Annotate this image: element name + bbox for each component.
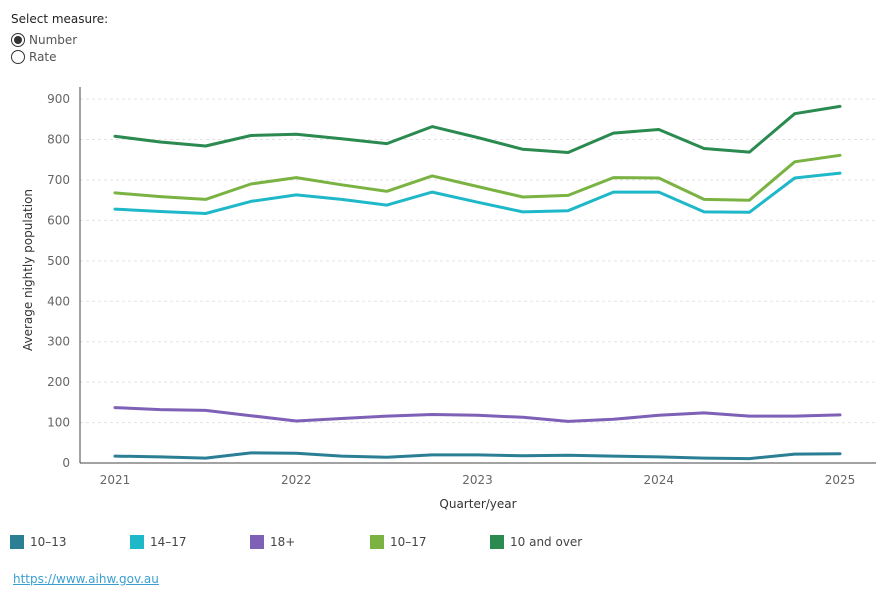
y-axis-title: Average nightly population bbox=[21, 189, 35, 351]
y-tick-label: 900 bbox=[47, 92, 70, 106]
legend-label: 18+ bbox=[270, 535, 296, 549]
measure-title: Select measure: bbox=[11, 12, 109, 26]
legend-label: 10–17 bbox=[390, 535, 427, 549]
gridlines bbox=[80, 98, 876, 424]
y-tick-label: 200 bbox=[47, 375, 70, 389]
y-tick-labels: 0 100 200 300 400 500 600 700 800 900 bbox=[47, 92, 70, 470]
radio-rate-button[interactable] bbox=[11, 49, 25, 64]
series-line-1[interactable] bbox=[113, 171, 842, 215]
legend-swatch bbox=[250, 535, 264, 549]
legend-swatch bbox=[10, 535, 24, 549]
radio-number-button[interactable] bbox=[11, 32, 25, 47]
series-lines bbox=[113, 104, 842, 461]
legend-item[interactable]: 10–13 bbox=[10, 535, 67, 549]
y-tick-label: 0 bbox=[62, 456, 70, 470]
radio-number[interactable]: Number bbox=[11, 31, 108, 48]
x-tick-label: 2024 bbox=[643, 473, 674, 487]
legend-label: 10 and over bbox=[510, 535, 583, 549]
legend-swatch bbox=[490, 535, 504, 549]
legend-label: 14–17 bbox=[150, 535, 187, 549]
y-tick-label: 100 bbox=[47, 416, 70, 430]
x-axis-title: Quarter/year bbox=[439, 497, 516, 511]
x-tick-label: 2023 bbox=[462, 473, 493, 487]
legend-item[interactable]: 10–17 bbox=[370, 535, 427, 549]
legend: 10–13 14–17 18+ 10–17 10 and over bbox=[10, 535, 870, 553]
source-link[interactable]: https://www.aihw.gov.au bbox=[13, 572, 159, 586]
x-tick-label: 2025 bbox=[825, 473, 856, 487]
legend-label: 10–13 bbox=[30, 535, 67, 549]
radio-rate-label: Rate bbox=[29, 49, 57, 64]
legend-item[interactable]: 18+ bbox=[250, 535, 295, 549]
radio-number-label: Number bbox=[29, 32, 78, 47]
axes bbox=[79, 87, 876, 464]
x-tick-labels: 2021 2022 2023 2024 2025 bbox=[100, 473, 856, 487]
legend-item[interactable]: 14–17 bbox=[130, 535, 187, 549]
series-line-0[interactable] bbox=[113, 451, 842, 461]
x-tick-label: 2022 bbox=[281, 473, 312, 487]
y-tick-label: 700 bbox=[47, 173, 70, 187]
series-line-3[interactable] bbox=[113, 153, 842, 202]
y-tick-label: 400 bbox=[47, 294, 70, 308]
y-tick-label: 500 bbox=[47, 254, 70, 268]
x-tick-label: 2021 bbox=[100, 473, 131, 487]
radio-rate[interactable]: Rate bbox=[11, 48, 108, 65]
legend-item[interactable]: 10 and over bbox=[490, 535, 582, 549]
legend-swatch bbox=[130, 535, 144, 549]
y-tick-label: 800 bbox=[47, 133, 70, 147]
legend-swatch bbox=[370, 535, 384, 549]
y-tick-label: 600 bbox=[47, 213, 70, 227]
series-line-4[interactable] bbox=[113, 104, 842, 154]
y-tick-label: 300 bbox=[47, 335, 70, 349]
series-line-2[interactable] bbox=[113, 406, 842, 423]
measure-selector: Select measure: Number Rate bbox=[11, 12, 108, 65]
